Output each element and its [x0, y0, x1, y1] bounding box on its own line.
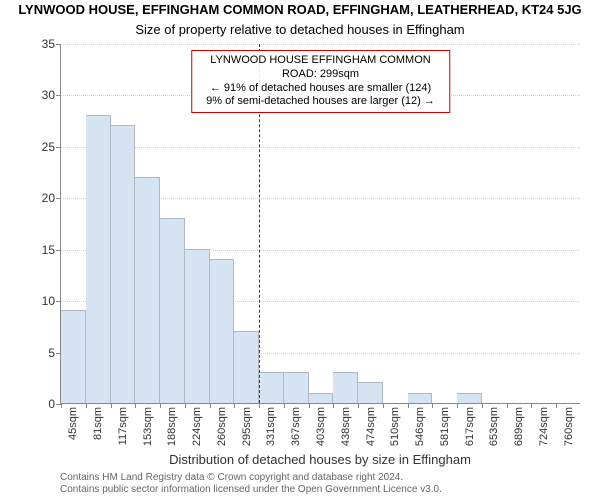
x-tick-label: 760sqm [563, 403, 575, 446]
x-tick-label: 546sqm [414, 403, 426, 446]
histogram-bar [408, 393, 433, 403]
sub-title: Size of property relative to detached ho… [0, 22, 600, 37]
x-tick-label: 653sqm [488, 403, 500, 446]
y-tick-label: 35 [42, 37, 61, 51]
x-tick-mark [531, 403, 532, 408]
x-tick-mark [86, 403, 87, 408]
x-tick-mark [111, 403, 112, 408]
histogram-bar [234, 331, 259, 403]
x-tick-label: 153sqm [142, 403, 154, 446]
histogram-bar [210, 259, 235, 403]
footer-line-2: Contains public sector information licen… [60, 484, 580, 496]
footer-line-1: Contains HM Land Registry data © Crown c… [60, 472, 580, 484]
x-tick-mark [160, 403, 161, 408]
y-tick-label: 15 [42, 243, 61, 257]
x-tick-mark [358, 403, 359, 408]
x-tick-label: 403sqm [315, 403, 327, 446]
plot-area: 0510152025303545sqm81sqm117sqm153sqm188s… [60, 44, 580, 404]
histogram-bar [111, 125, 136, 403]
y-tick-label: 25 [42, 140, 61, 154]
y-tick-label: 20 [42, 191, 61, 205]
x-tick-label: 617sqm [464, 403, 476, 446]
footer-attribution: Contains HM Land Registry data © Crown c… [60, 472, 580, 496]
grid-line [61, 44, 580, 45]
y-tick-label: 10 [42, 294, 61, 308]
x-tick-mark [185, 403, 186, 408]
x-tick-mark [556, 403, 557, 408]
x-tick-mark [507, 403, 508, 408]
histogram-bar [284, 372, 309, 403]
x-tick-mark [482, 403, 483, 408]
histogram-bar [61, 310, 86, 403]
histogram-bar [135, 177, 160, 403]
x-tick-mark [383, 403, 384, 408]
x-tick-label: 438sqm [340, 403, 352, 446]
histogram-bar [259, 372, 284, 403]
x-tick-mark [135, 403, 136, 408]
x-tick-mark [309, 403, 310, 408]
x-tick-label: 224sqm [191, 403, 203, 446]
x-tick-mark [234, 403, 235, 408]
x-tick-mark [210, 403, 211, 408]
histogram-bar [160, 218, 185, 403]
x-tick-label: 331sqm [265, 403, 277, 446]
x-tick-label: 188sqm [166, 403, 178, 446]
x-axis-label: Distribution of detached houses by size … [60, 452, 580, 467]
x-tick-label: 81sqm [92, 403, 104, 440]
y-tick-label: 30 [42, 88, 61, 102]
histogram-bar [333, 372, 358, 403]
x-tick-mark [259, 403, 260, 408]
x-tick-label: 117sqm [117, 403, 129, 445]
y-tick-label: 0 [48, 397, 61, 411]
x-tick-mark [284, 403, 285, 408]
histogram-bar [185, 249, 210, 403]
histogram-bar [358, 382, 383, 403]
x-tick-label: 510sqm [389, 403, 401, 446]
annotation-line: ← 91% of detached houses are smaller (12… [198, 82, 444, 96]
x-tick-mark [432, 403, 433, 408]
histogram-bar [457, 393, 482, 403]
annotation-line: LYNWOOD HOUSE EFFINGHAM COMMON ROAD: 299… [198, 54, 444, 82]
x-tick-mark [408, 403, 409, 408]
x-tick-label: 474sqm [365, 403, 377, 446]
chart-container: { "chart": { "type": "histogram", "main_… [0, 0, 600, 500]
x-tick-label: 260sqm [216, 403, 228, 446]
x-tick-label: 295sqm [241, 403, 253, 446]
x-tick-mark [61, 403, 62, 408]
x-tick-mark [333, 403, 334, 408]
x-tick-label: 724sqm [538, 403, 550, 446]
x-tick-label: 689sqm [513, 403, 525, 446]
x-tick-label: 581sqm [439, 403, 451, 446]
main-title: LYNWOOD HOUSE, EFFINGHAM COMMON ROAD, EF… [0, 2, 600, 17]
x-tick-mark [457, 403, 458, 408]
annotation-box: LYNWOOD HOUSE EFFINGHAM COMMON ROAD: 299… [191, 50, 451, 113]
grid-line [61, 147, 580, 148]
x-tick-label: 45sqm [67, 403, 79, 440]
histogram-bar [86, 115, 111, 403]
annotation-line: 9% of semi-detached houses are larger (1… [198, 95, 444, 109]
y-tick-label: 5 [48, 346, 61, 360]
histogram-bar [309, 393, 334, 403]
x-tick-label: 367sqm [290, 403, 302, 446]
